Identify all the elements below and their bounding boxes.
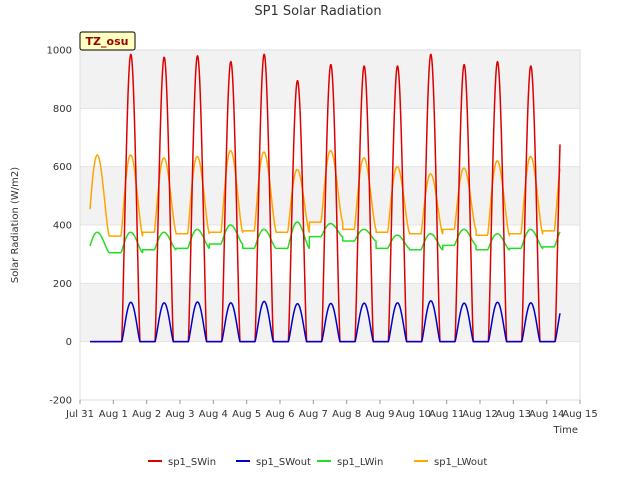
- legend-label: sp1_LWout: [434, 457, 487, 468]
- grid-band: [80, 50, 580, 109]
- x-tick-label: Aug 4: [199, 409, 228, 420]
- grid-band: [80, 283, 580, 342]
- series-line-sp1-lwout: [89, 149, 561, 237]
- x-tick-label: Aug 3: [165, 409, 194, 420]
- y-tick-label: 1000: [47, 46, 72, 57]
- x-tick-label: Aug 1: [99, 409, 128, 420]
- x-tick-label: Aug 5: [232, 409, 261, 420]
- y-axis-ticks: -200 0 200 400 600 800 1000: [47, 46, 72, 407]
- y-tick-label: 800: [53, 104, 72, 115]
- plot-border: [79, 49, 581, 401]
- x-axis-ticks: Jul 31 Aug 1 Aug 2 Aug 3 Aug 4 Aug 5 Aug 6 Aug …: [65, 400, 598, 420]
- x-tick-label: Jul 31: [65, 409, 94, 420]
- series-line-sp1-swout: [89, 300, 561, 343]
- legend-label: sp1_SWout: [256, 457, 311, 468]
- chart-title: SP1 Solar Radiation: [254, 4, 381, 19]
- grid-band: [80, 166, 580, 225]
- y-axis-title: Solar Radiation (W/m2): [10, 167, 21, 283]
- x-tick-label: Aug 13: [496, 409, 531, 420]
- x-tick-label: Aug 9: [365, 409, 394, 420]
- legend-item-sp1-lwout: sp1_LWout: [414, 457, 487, 468]
- legend-item-sp1-swout: sp1_SWout: [236, 457, 311, 468]
- x-tick-label: Aug 6: [265, 409, 294, 420]
- legend-item-sp1-lwin: sp1_LWin: [317, 457, 383, 468]
- y-tick-label: 600: [53, 162, 72, 173]
- x-tick-label: Aug 8: [332, 409, 361, 420]
- series-lines: [89, 53, 561, 343]
- x-axis-title: Time: [553, 425, 578, 436]
- chart-legend: sp1_SWin sp1_SWout sp1_LWin sp1_LWout: [148, 457, 487, 468]
- y-tick-label: 200: [53, 279, 72, 290]
- legend-label: sp1_SWin: [168, 457, 216, 468]
- x-tick-label: Aug 2: [132, 409, 161, 420]
- x-tick-label: Aug 7: [299, 409, 328, 420]
- x-tick-label: Aug 11: [429, 409, 464, 420]
- grid-bands: [79, 49, 581, 401]
- x-tick-label: Aug 12: [462, 409, 497, 420]
- x-tick-label: Aug 10: [396, 409, 431, 420]
- site-tag-label: TZ_osu: [86, 35, 129, 48]
- site-tag-badge: TZ_osu: [79, 31, 136, 51]
- y-tick-label: 400: [53, 221, 72, 232]
- x-tick-label: Aug 14: [529, 409, 564, 420]
- y-tick-label: -200: [49, 396, 72, 407]
- legend-item-sp1-swin: sp1_SWin: [148, 457, 216, 468]
- x-tick-label: Aug 15: [562, 409, 597, 420]
- legend-label: sp1_LWin: [337, 457, 383, 468]
- y-tick-label: 0: [66, 337, 72, 348]
